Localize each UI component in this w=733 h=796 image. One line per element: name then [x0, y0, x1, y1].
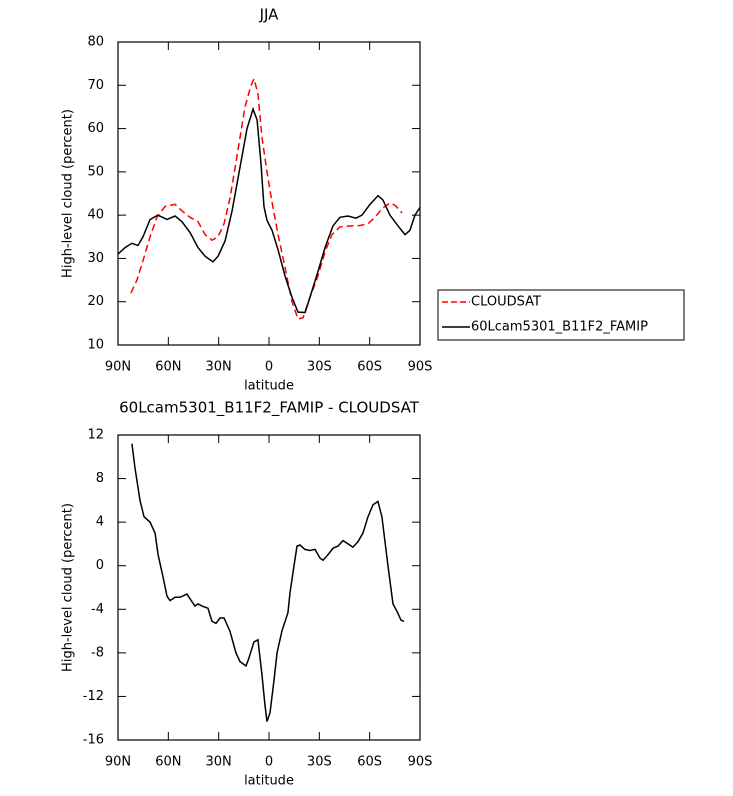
data-line	[130, 76, 403, 320]
legend-box	[437, 289, 685, 341]
data-line	[117, 106, 421, 314]
y-tick-label: 4	[96, 515, 104, 530]
x-tick-label: 0	[265, 360, 273, 375]
x-axis-label: latitude	[244, 774, 294, 789]
y-axis-label: High-level cloud (percent)	[61, 109, 76, 278]
y-tick-label: 12	[87, 428, 104, 443]
x-tick-label: 60S	[357, 755, 382, 770]
y-tick-label: 10	[87, 338, 104, 353]
data-line	[131, 443, 405, 722]
x-tick-label: 60N	[155, 755, 181, 770]
x-tick-label: 90S	[408, 360, 433, 375]
y-axis-label: High-level cloud (percent)	[61, 503, 76, 672]
x-tick-label: 60S	[357, 360, 382, 375]
plot-frame	[117, 41, 421, 346]
plot-frame	[117, 434, 421, 741]
y-tick-label: 8	[96, 471, 104, 486]
x-tick-label: 30S	[307, 755, 332, 770]
chart-title: JJA	[259, 6, 280, 24]
x-tick-label: 90N	[105, 360, 131, 375]
y-tick-label: 20	[87, 294, 104, 309]
chart-title: 60Lcam5301_B11F2_FAMIP - CLOUDSAT	[119, 399, 420, 418]
x-tick-label: 30S	[307, 360, 332, 375]
legend-label: CLOUDSAT	[471, 295, 541, 310]
y-tick-label: 40	[87, 208, 104, 223]
y-tick-label: 60	[87, 121, 104, 136]
y-tick-label: -8	[91, 645, 104, 660]
x-tick-label: 30N	[206, 360, 232, 375]
x-tick-label: 30N	[206, 755, 232, 770]
y-tick-label: -16	[83, 733, 104, 748]
x-tick-label: 0	[265, 755, 273, 770]
y-tick-label: 30	[87, 251, 104, 266]
y-tick-label: 0	[96, 558, 104, 573]
x-tick-label: 60N	[155, 360, 181, 375]
legend-label: 60Lcam5301_B11F2_FAMIP	[471, 320, 648, 335]
y-tick-label: 70	[87, 78, 104, 93]
y-tick-label: -12	[83, 689, 104, 704]
x-tick-label: 90N	[105, 755, 131, 770]
x-tick-label: 90S	[408, 755, 433, 770]
y-tick-label: -4	[91, 602, 104, 617]
x-axis-label: latitude	[244, 379, 294, 394]
y-tick-label: 80	[87, 35, 104, 50]
y-tick-label: 50	[87, 164, 104, 179]
